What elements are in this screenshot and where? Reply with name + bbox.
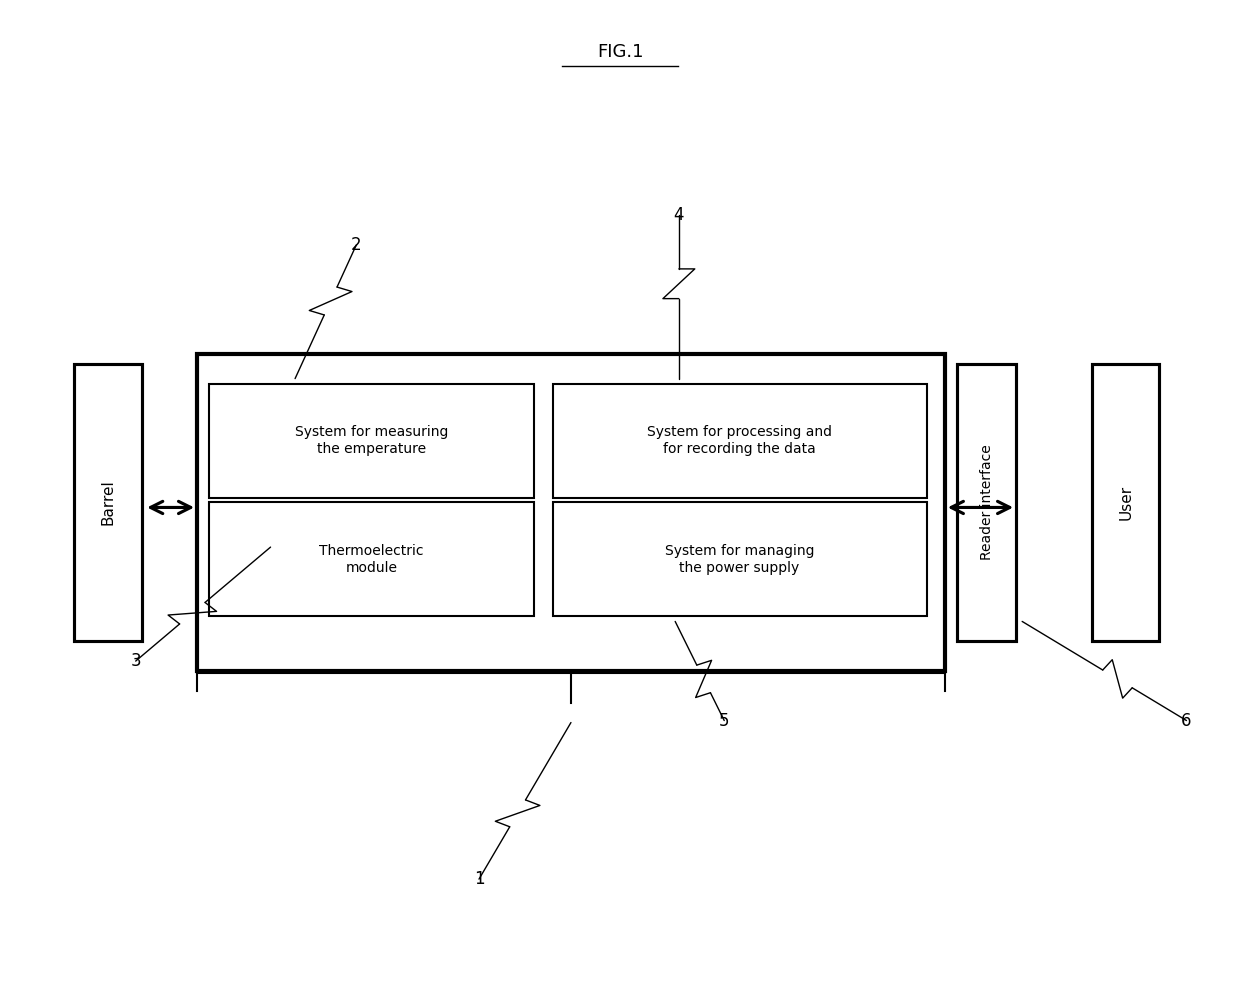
Bar [553,384,926,497]
Text: System for managing
the power supply: System for managing the power supply [665,545,815,575]
Text: 1: 1 [474,870,485,888]
Bar [197,354,945,671]
Text: 5: 5 [719,712,729,730]
Bar [957,364,1016,641]
Text: 2: 2 [351,236,362,254]
Text: FIG.1: FIG.1 [596,42,644,60]
Bar [1092,364,1159,641]
Bar [210,502,534,616]
Text: System for processing and
for recording the data: System for processing and for recording … [647,425,832,455]
Text: User: User [1118,485,1133,520]
Text: 4: 4 [673,206,684,224]
Text: 3: 3 [130,652,141,670]
Text: System for measuring
the emperature: System for measuring the emperature [295,425,449,455]
Text: 6: 6 [1182,712,1192,730]
Bar [74,364,141,641]
Text: Barrel: Barrel [100,479,115,526]
Bar [210,384,534,497]
Text: Thermoelectric
module: Thermoelectric module [320,545,424,575]
Bar [553,502,926,616]
Text: Reader interface: Reader interface [980,444,993,561]
